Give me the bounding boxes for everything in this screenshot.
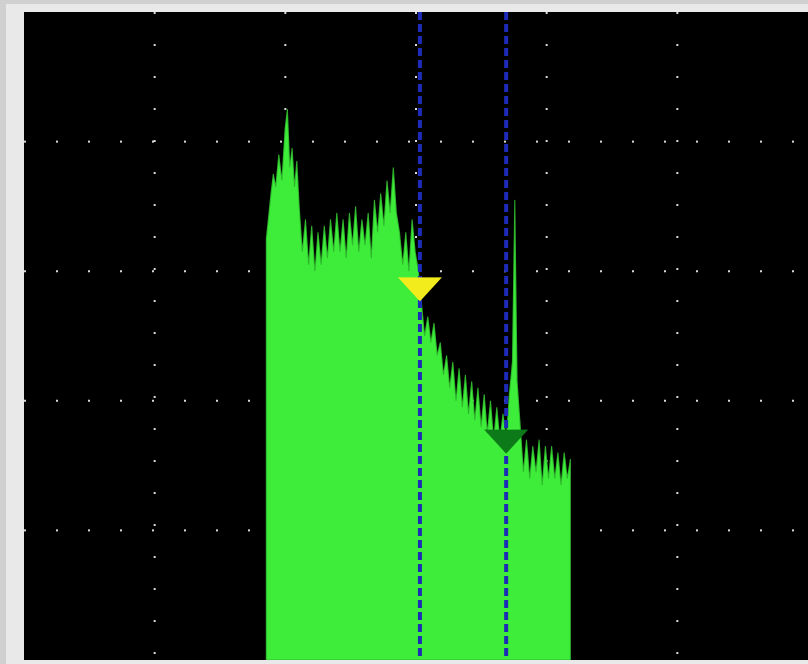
markers-layer (397, 12, 529, 660)
marker-1-triangle-icon[interactable] (397, 277, 442, 302)
spectrum-display (24, 12, 808, 660)
marker-2-triangle-icon[interactable] (484, 429, 529, 454)
spectrum-plot (24, 12, 808, 660)
